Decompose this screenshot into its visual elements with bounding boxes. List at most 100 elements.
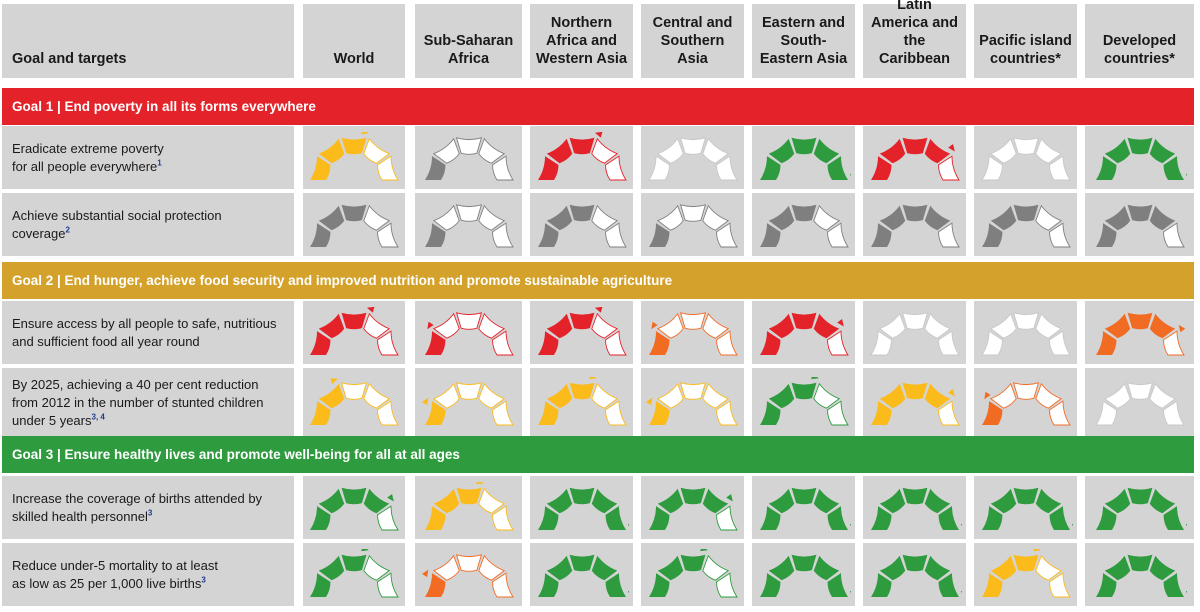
gauge-segment-filled	[759, 400, 780, 425]
footnote-marker: 3	[201, 575, 206, 585]
gauge-segment-empty	[590, 204, 618, 231]
gauge-cell	[303, 126, 405, 189]
progress-gauge	[981, 487, 1073, 530]
gauge-segment-filled	[1049, 505, 1070, 530]
trend-down-arrow-icon	[594, 131, 602, 138]
gauge-cell	[752, 476, 855, 539]
gauge-segment-filled	[1095, 330, 1116, 355]
gauge-segment-empty	[656, 382, 684, 409]
gauge-segment-filled	[546, 555, 572, 580]
gauge-segment-empty	[455, 203, 482, 222]
target-text: Eradicate extreme poverty for all people …	[12, 140, 164, 174]
target-text: Reduce under-5 mortality to at least as l…	[12, 557, 218, 591]
gauge-segment-filled	[648, 572, 669, 597]
gauge-segment-empty	[377, 154, 399, 180]
gauge-segment-filled	[981, 505, 1002, 530]
gauge-segment-filled	[318, 205, 345, 230]
gauge-segment-filled	[680, 554, 705, 571]
gauge-segment-filled	[902, 382, 927, 399]
gauge-segment-filled	[657, 488, 683, 513]
gauge-cell	[641, 543, 744, 606]
gauge-segment-filled	[813, 555, 839, 580]
gauge-segment-filled	[310, 572, 331, 597]
gauge-segment-empty	[477, 312, 505, 339]
gauge-segment-filled	[569, 312, 594, 329]
gauge-segment-filled	[827, 505, 848, 530]
progress-gauge	[424, 136, 514, 180]
gauge-segment-filled	[537, 572, 558, 597]
gauge-segment-empty	[923, 312, 951, 339]
footnote-marker: 2	[65, 225, 70, 235]
gauge-segment-filled	[648, 400, 669, 425]
progress-gauge	[870, 204, 960, 247]
gauge-segment-empty	[604, 154, 627, 180]
gauge-segment-filled	[424, 400, 445, 425]
gauge-segment-filled	[924, 383, 950, 408]
footnote-marker: 3	[147, 508, 153, 518]
gauge-segment-filled	[791, 382, 816, 399]
gauge-cell	[415, 301, 522, 364]
trend-up-arrow-icon	[849, 523, 851, 526]
gauge-segment-empty	[812, 204, 840, 231]
progress-gauge	[759, 554, 851, 597]
gauge-segment-filled	[318, 555, 345, 580]
trend-up-arrow-icon	[330, 377, 338, 384]
gauge-segment-filled	[1127, 554, 1152, 571]
gauge-segment-empty	[937, 154, 960, 180]
gauge-segment-filled	[902, 487, 927, 504]
gauge-segment-empty	[989, 137, 1017, 164]
gauge-segment-filled	[546, 313, 572, 338]
gauge-segment-filled	[569, 487, 594, 504]
gauge-cell	[415, 476, 522, 539]
trend-down-arrow-icon	[650, 321, 658, 329]
gauge-cell	[752, 193, 855, 256]
gauge-segment-filled	[1127, 487, 1152, 504]
gauge-cell	[530, 368, 633, 437]
gauge-segment-filled	[759, 222, 780, 247]
gauge-segment-filled	[537, 505, 558, 530]
gauge-segment-filled	[537, 155, 558, 180]
gauge-segment-filled	[768, 383, 794, 408]
gauge-cell	[974, 368, 1077, 437]
progress-gauge	[537, 554, 629, 597]
gauge-segment-filled	[318, 138, 345, 163]
trend-up-arrow-icon	[725, 493, 733, 501]
trend-up-arrow-icon	[1032, 548, 1041, 551]
gauge-segment-empty	[715, 221, 738, 247]
gauge-segment-empty	[377, 504, 399, 530]
gauge-cell	[530, 301, 633, 364]
gauge-segment-filled	[981, 572, 1002, 597]
gauge-segment-empty	[878, 312, 906, 339]
progress-gauge	[759, 487, 851, 530]
gauge-segment-filled	[648, 505, 669, 530]
gauge-cell	[974, 193, 1077, 256]
header-region: Central and Southern Asia	[641, 4, 744, 78]
gauge-cell	[1085, 476, 1194, 539]
progress-gauge	[421, 553, 514, 597]
gauge-segment-empty	[989, 312, 1017, 339]
gauge-segment-filled	[569, 204, 594, 221]
gauge-segment-empty	[477, 382, 505, 409]
progress-gauge	[1095, 137, 1187, 180]
progress-gauge	[980, 311, 1071, 355]
gauge-cell	[415, 126, 522, 189]
progress-gauge	[537, 487, 629, 530]
gauge-cell	[752, 543, 855, 606]
gauge-segment-empty	[455, 553, 482, 572]
header-region: Sub-Saharan Africa	[415, 4, 522, 78]
gauge-segment-filled	[1127, 204, 1152, 221]
gauge-segment-filled	[546, 488, 572, 513]
gauge-segment-filled	[310, 505, 331, 530]
gauge-segment-filled	[981, 222, 1002, 247]
gauge-segment-empty	[937, 399, 960, 425]
goal-banner: Goal 2 | End hunger, achieve food securi…	[2, 262, 1194, 299]
gauge-segment-empty	[432, 382, 460, 409]
progress-gauge	[980, 136, 1071, 180]
gauge-segment-empty	[1012, 311, 1039, 330]
header-goal-and-targets: Goal and targets	[2, 4, 294, 78]
gauge-cell	[752, 368, 855, 437]
progress-gauge	[424, 311, 514, 355]
gauge-segment-empty	[1103, 382, 1131, 409]
gauge-cell	[863, 126, 966, 189]
gauge-segment-filled	[1104, 205, 1130, 230]
